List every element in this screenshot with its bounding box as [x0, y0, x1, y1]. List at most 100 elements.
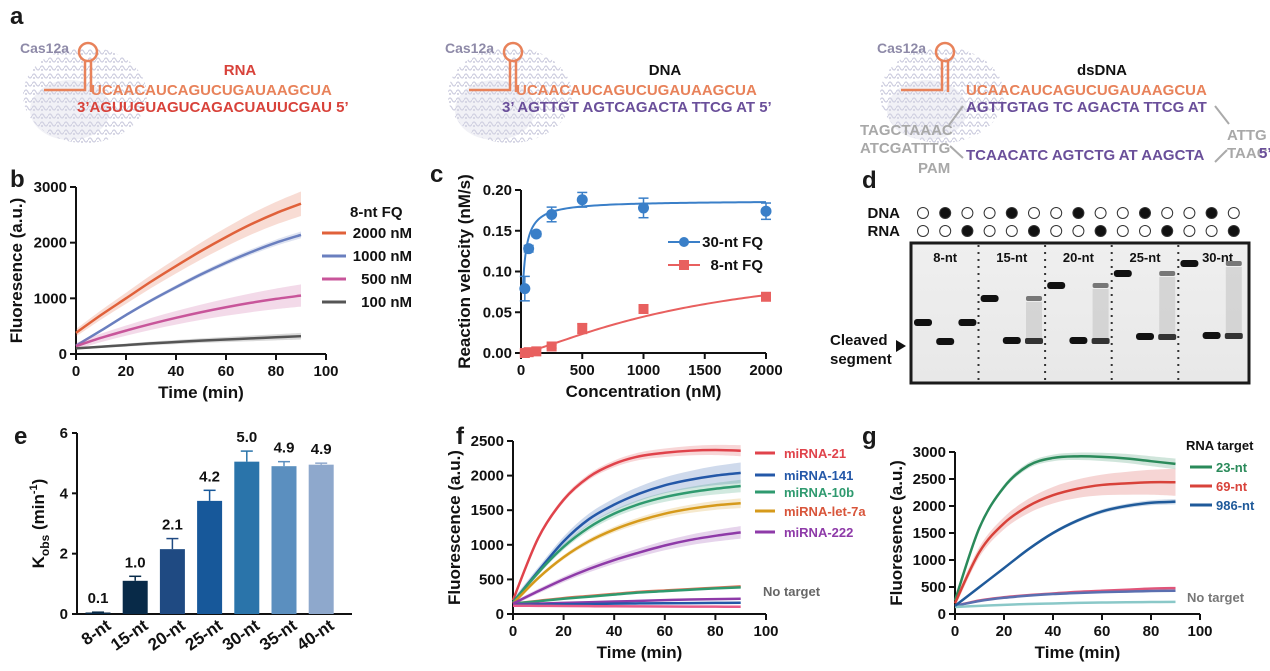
cas12a-protein-shade [887, 80, 967, 140]
x-tick-label: 20 [555, 623, 572, 640]
empty-circle-icon [1050, 225, 1063, 237]
data-point [530, 228, 542, 240]
y-tick-label: 3000 [913, 444, 946, 461]
x-tick-label: 80 [1143, 623, 1160, 640]
y-tick-label: 0.05 [483, 304, 512, 321]
data-point [523, 347, 534, 358]
y-tick-label: 0 [496, 606, 504, 623]
legend-label: 30-nt FQ [702, 234, 763, 251]
group-label: 30-nt [1202, 250, 1234, 265]
y-tick-label: 0.20 [483, 182, 512, 199]
x-tick-label: 60 [218, 363, 235, 380]
x-tick-label: 1000 [627, 362, 660, 379]
y-tick-label: 0.00 [483, 345, 512, 362]
baseline-1-line [512, 586, 741, 605]
panel-label-c: c [430, 161, 443, 188]
data-point [523, 243, 535, 255]
gel-band-partial [1159, 271, 1176, 276]
series-69-nt-error-band [955, 468, 1176, 608]
x-axis-label: Concentration (nM) [566, 382, 722, 401]
y-tick-label: 2 [60, 546, 68, 563]
y-tick-label: 2000 [471, 468, 504, 485]
protein-label: Cas12a [445, 40, 494, 56]
strand-connectors [948, 105, 1230, 163]
data-point [638, 202, 649, 214]
x-tick-label: 80 [268, 363, 285, 380]
no-target-label: No target [1187, 590, 1245, 605]
empty-circle-icon [1227, 207, 1240, 219]
gel-band-intact [1113, 270, 1132, 277]
diagram-rna-target: Cas12a RNA UCAACAUCAGUCUGAUAAGCUA3’AGUUGUA… [20, 40, 349, 143]
crrna-stem [44, 61, 93, 92]
data-point [546, 208, 558, 220]
y-tick-label: 500 [479, 571, 504, 588]
x-tick-label: 80 [707, 623, 724, 640]
series-mirna-141-line [512, 471, 741, 604]
x-tick-label: 25-nt [182, 616, 226, 655]
x-tick-label: 2000 [749, 362, 782, 379]
bar [271, 466, 297, 614]
y-tick-label: 2500 [913, 471, 946, 488]
crrna-sequence: UCAACAUCAGUCUGAUAAGCUA [516, 82, 757, 99]
empty-circle-icon [1072, 225, 1085, 237]
x-tick-label: 20-nt [145, 616, 189, 655]
filled-circle-icon [1139, 207, 1151, 219]
y-tick-label: 2500 [471, 433, 504, 450]
x-tick-label: 100 [1187, 623, 1212, 640]
x-tick-label: 0 [517, 362, 525, 379]
target-strand-sequence: AGTTGTAG TC AGACTA TTCG AT [966, 99, 1207, 116]
empty-circle-icon [1161, 207, 1174, 219]
y-tick-label: 6 [60, 425, 68, 442]
row-label-dna: DNA [868, 205, 901, 222]
series-2000-nm-line [75, 202, 302, 334]
filled-circle-icon [939, 207, 952, 219]
cleaved-label-1: Cleaved [830, 332, 888, 349]
y-tick-label: 1000 [34, 290, 67, 307]
protein-label: Cas12a [20, 40, 69, 56]
data-point [760, 205, 772, 217]
x-axis-label: Time (min) [1035, 643, 1121, 662]
series-mirna-141-error-band [513, 462, 741, 606]
empty-circle-icon [917, 207, 929, 219]
y-tick-label: 1000 [471, 537, 504, 554]
protein-label: Cas12a [877, 40, 926, 56]
empty-circle-icon [917, 225, 929, 237]
gel-band-partial [1092, 283, 1109, 288]
y-tick-label: 1000 [913, 552, 946, 569]
panel-label-e: e [14, 423, 27, 450]
x-tick-label: 60 [1094, 623, 1111, 640]
baseline-3-line [512, 601, 741, 607]
empty-circle-icon [983, 225, 996, 237]
crrna-loop-icon [934, 41, 956, 63]
crrna-sequence: UCAACAUCAGUCUGAUAAGCUA [91, 82, 332, 99]
x-tick-label: 60 [656, 623, 673, 640]
data-point [761, 291, 771, 302]
baseline-1-line [954, 589, 1176, 608]
cas12a-protein-shade [455, 80, 535, 140]
bar [159, 549, 185, 614]
bar [234, 461, 260, 614]
x-tick-label: 40 [1045, 623, 1062, 640]
gel-band-cleaved [1069, 337, 1088, 344]
filled-circle-icon [1094, 225, 1107, 237]
crrna-loop-icon [502, 41, 524, 63]
legend-label: 69-nt [1216, 479, 1248, 494]
y-tick-label: 500 [921, 579, 946, 596]
legend-label: miRNA-21 [784, 446, 846, 461]
gel-smear [1159, 277, 1176, 334]
x-tick-label: 30-nt [219, 616, 263, 655]
y-axis-label: Kobs (min-1) [28, 479, 52, 569]
diagram-dsdna-target: Cas12a dsDNA UCAACAUCAGUCUGAUAAGCUAAGTTGTA… [860, 40, 1270, 177]
data-label: 2.1 [162, 517, 183, 534]
legend-label: miRNA-let-7a [784, 504, 866, 519]
data-label: 4.9 [311, 441, 332, 458]
crrna-stem [901, 61, 950, 92]
data-point [531, 346, 542, 357]
x-tick-label: 0 [72, 363, 80, 380]
series-mirna-10b-line [512, 484, 741, 604]
crrna-sequence: UCAACAUCAGUCUGAUAAGCUA [966, 82, 1207, 99]
series-69-nt-line [953, 480, 1176, 604]
y-axis-label: Reaction velocity (nM/s) [455, 174, 474, 369]
legend-label: 1000 nM [353, 248, 412, 265]
